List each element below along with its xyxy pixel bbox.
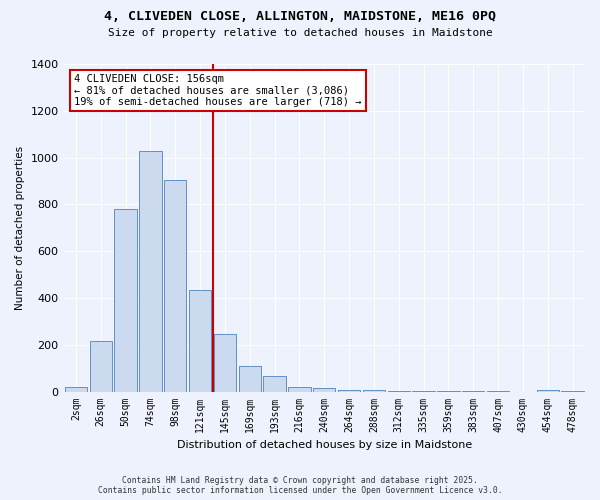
Bar <box>89 342 112 392</box>
Bar <box>214 334 236 392</box>
X-axis label: Distribution of detached houses by size in Maidstone: Distribution of detached houses by size … <box>176 440 472 450</box>
Bar <box>139 150 161 392</box>
Text: Size of property relative to detached houses in Maidstone: Size of property relative to detached ho… <box>107 28 493 38</box>
Text: Contains HM Land Registry data © Crown copyright and database right 2025.
Contai: Contains HM Land Registry data © Crown c… <box>98 476 502 495</box>
Text: 4, CLIVEDEN CLOSE, ALLINGTON, MAIDSTONE, ME16 0PQ: 4, CLIVEDEN CLOSE, ALLINGTON, MAIDSTONE,… <box>104 10 496 23</box>
Bar <box>338 390 360 392</box>
Bar <box>115 209 137 392</box>
Bar <box>536 390 559 392</box>
Bar <box>288 387 311 392</box>
Bar <box>363 390 385 392</box>
Bar <box>313 388 335 392</box>
Y-axis label: Number of detached properties: Number of detached properties <box>15 146 25 310</box>
Bar <box>388 391 410 392</box>
Bar <box>263 376 286 392</box>
Bar <box>65 387 87 392</box>
Bar <box>164 180 187 392</box>
Text: 4 CLIVEDEN CLOSE: 156sqm
← 81% of detached houses are smaller (3,086)
19% of sem: 4 CLIVEDEN CLOSE: 156sqm ← 81% of detach… <box>74 74 361 107</box>
Bar <box>189 290 211 392</box>
Bar <box>239 366 261 392</box>
